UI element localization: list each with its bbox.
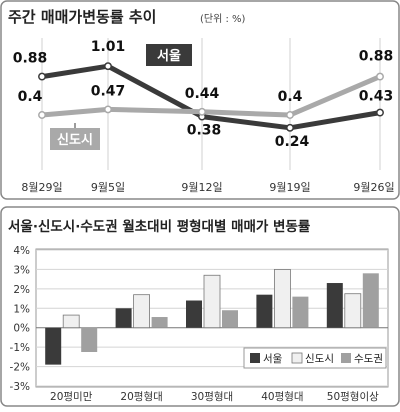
- bar-legend-label-metro: 수도권: [354, 353, 383, 365]
- y-tick-label: 0%: [13, 323, 30, 335]
- y-tick-label: 1%: [13, 303, 30, 315]
- bar-metro: [222, 310, 238, 328]
- top-x-label: 9월19일: [269, 180, 310, 194]
- y-tick-label: 2%: [13, 284, 30, 296]
- series-point: [38, 111, 46, 119]
- y-tick-label: -3%: [10, 381, 30, 393]
- bottom-chart-y-ticks: 4% 3% 2% 1% 0% -1% -2% -3%: [10, 245, 30, 393]
- bar-seoul: [256, 294, 273, 328]
- top-chart-data-labels: 0.88 1.01 0.38 0.24 0.43 0.4 0.47 0.44 0.4 0.88: [13, 39, 394, 150]
- bar-newtown: [203, 274, 221, 329]
- legend-tag-seoul-label: 서울: [157, 48, 181, 64]
- bar-legend-label-seoul: 서울: [263, 353, 283, 365]
- bar-metro: [362, 273, 379, 328]
- bar-seoul: [45, 327, 62, 365]
- unit-size-bar-chart: 서울·신도시·수도권 월초대비 평형대별 매매가 변동률 4% 3% 2% 1% 0% -…: [0, 206, 400, 407]
- category-label: 20평형대: [120, 391, 162, 403]
- data-label: 0.43: [359, 89, 394, 105]
- series-point: [376, 108, 384, 117]
- bar-seoul: [115, 308, 132, 328]
- series-point: [104, 105, 112, 114]
- bottom-chart-bars: [45, 269, 379, 365]
- data-label: 0.44: [185, 86, 220, 102]
- legend-tag-seoul-box: [146, 44, 192, 66]
- y-tick-label: 3%: [13, 264, 30, 276]
- top-x-label: 9월26일: [353, 180, 394, 194]
- bar-metro: [292, 296, 309, 328]
- top-x-label: 9월5일: [91, 180, 125, 194]
- bar-newtown: [133, 294, 151, 329]
- y-tick-label: -1%: [10, 342, 30, 354]
- data-label: 0.47: [91, 83, 126, 99]
- top-panel-frame: [0, 0, 400, 200]
- legend-tag-newtown-label: 신도시: [57, 133, 93, 148]
- data-label: 1.01: [91, 39, 126, 55]
- bar-seoul: [326, 283, 343, 328]
- top-x-label: 8월29일: [21, 180, 62, 194]
- y-tick-label: 4%: [13, 245, 30, 257]
- bottom-chart-x-labels: 20평미만 20평형대 30평형대 40평형대 50평형이상: [50, 391, 379, 403]
- top-chart-gridlines: [41, 38, 381, 170]
- bar-legend-label-newtown: 신도시: [305, 353, 334, 365]
- bar-legend-swatch-seoul: [250, 353, 260, 363]
- bar-legend-swatch-metro: [341, 353, 351, 363]
- bottom-chart-title: 서울·신도시·수도권 월초대비 평형대별 매매가 변동률: [8, 218, 311, 235]
- series-point: [104, 62, 112, 71]
- series-point: [376, 72, 384, 81]
- series-point: [38, 72, 46, 81]
- bar-legend-swatch-newtown: [291, 352, 303, 364]
- category-label: 20평미만: [50, 391, 93, 403]
- bar-seoul: [186, 300, 202, 328]
- bar-metro: [81, 327, 98, 352]
- weekly-line-chart: 주간 매매가변동률 추이 (단위 : %) 0.881.010.380.240.…: [0, 0, 400, 200]
- top-chart-title: 주간 매매가변동률 추이: [8, 8, 156, 26]
- data-label: 0.88: [13, 51, 48, 67]
- bar-newtown: [344, 293, 362, 329]
- legend-tag-newtown-box: [50, 128, 100, 150]
- data-label: 0.4: [18, 89, 43, 105]
- data-label: 0.88: [359, 49, 394, 65]
- data-label: 0.24: [275, 134, 310, 150]
- category-label: 40평형대: [261, 391, 303, 403]
- top-chart-series: [38, 62, 384, 132]
- bar-metro: [151, 317, 168, 328]
- bar-newtown: [62, 314, 80, 329]
- legend-tag-seoul: 서울: [146, 44, 192, 66]
- series-point: [198, 107, 206, 116]
- category-label: 50평형이상: [327, 391, 379, 403]
- series-point: [286, 123, 294, 132]
- series-point: [286, 111, 294, 119]
- top-x-label: 9월12일: [181, 180, 222, 194]
- legend-tag-newtown: 신도시: [50, 123, 100, 150]
- data-label: 0.4: [278, 89, 303, 105]
- top-chart-x-labels: 8월29일 9월5일 9월12일 9월19일 9월26일: [21, 180, 394, 194]
- bar-legend: 서울 신도시 수도권: [243, 347, 387, 369]
- bar-newtown: [273, 269, 291, 329]
- y-tick-label: -2%: [10, 362, 30, 374]
- category-label: 30평형대: [191, 391, 233, 403]
- data-label: 0.38: [187, 123, 222, 139]
- top-chart-unit: (단위 : %): [200, 12, 246, 25]
